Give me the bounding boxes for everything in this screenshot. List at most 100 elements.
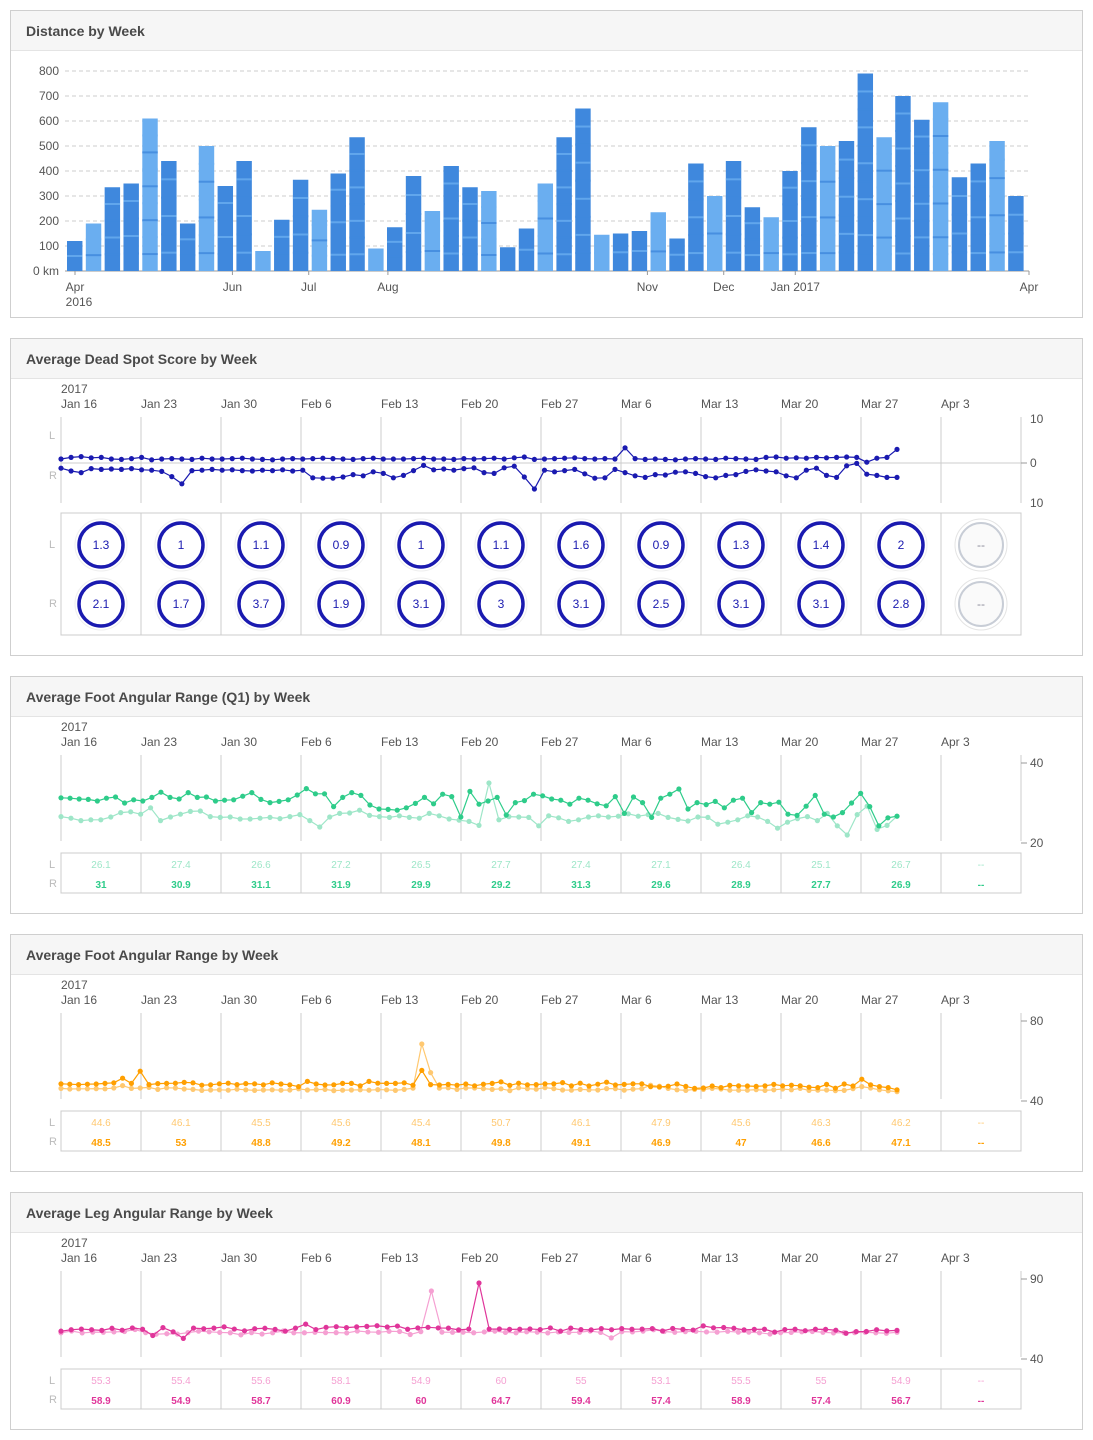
series-left-point [859,1084,865,1090]
series-left-point [317,824,323,830]
series-left-point [278,1087,284,1093]
series-right-point [558,797,564,803]
deadspot-right-point [733,472,739,478]
series-right-point [629,1326,635,1332]
series-left-point [524,1086,531,1092]
series-left-point [396,813,402,819]
deadspot-right-point [410,468,417,474]
deadspot-left-point [400,456,407,462]
weekly-left-value: 27.4 [171,860,191,871]
series-right-point [823,1326,829,1332]
deadspot-right-point [884,474,890,480]
dial-value: 1.3 [93,538,110,552]
series-left-point [333,1330,339,1336]
distance-bar [368,248,384,271]
series-right-point [700,1323,706,1329]
series-left-point [814,818,820,824]
deadspot-panel-title: Average Dead Spot Score by Week [26,351,258,367]
series-right-point [94,798,100,804]
series-left-point [516,1085,522,1091]
deadspot-left-point [763,454,769,460]
weekly-right-value: 46.6 [811,1138,831,1149]
week-label: Feb 13 [381,735,419,749]
deadspot-left-point [68,454,74,460]
series-left-point [392,1087,398,1093]
series-right-point [485,798,491,804]
series-left-point [177,811,184,817]
deadspot-left-point [390,456,396,462]
series-right-point [405,1326,411,1332]
deadspot-right-point [320,475,326,481]
dial-ring [958,522,1004,568]
side-label-left: L [49,430,55,442]
series-right-point [348,1080,354,1086]
series-right-point [867,804,873,810]
series-right-point [321,791,328,797]
series-right-point [812,1326,819,1332]
series-right-point [659,1328,666,1334]
deadspot-right-point [68,468,74,474]
dial-outer-ring [234,518,288,572]
series-left-point [418,1329,424,1335]
series-left-point [357,1087,363,1093]
series-right-point [392,1080,398,1086]
weekly-left-value: -- [978,860,985,871]
series-right-point [815,1085,821,1091]
series-right-point [658,795,664,801]
weekly-right-value: 57.4 [651,1396,671,1407]
series-left-point [157,818,164,824]
deadspot-right-point [864,471,870,477]
distance-bar [255,251,271,271]
series-left-point [225,1087,231,1093]
deadspot-right-point [310,475,316,481]
series-right-point [376,806,382,812]
series-right-point [547,1325,553,1331]
week-label: Feb 20 [461,993,499,1007]
deadspot-left-point [773,454,779,460]
series-left-point [217,814,223,820]
weekly-left-value: 45.5 [251,1118,271,1129]
series-left-point [128,1085,134,1091]
deadspot-left-point [370,455,376,461]
deadspot-right-point [823,472,830,478]
y-tick-label: 40 [1030,1094,1044,1108]
dial-outer-ring [234,577,288,631]
week-label: Mar 20 [781,1251,819,1265]
series-left-point [463,1085,469,1091]
deadspot-right-point [894,474,900,480]
series-left-point [167,814,174,820]
series-right-point [349,790,355,796]
weekly-right-value: 48.1 [411,1138,431,1149]
deadspot-right-point [541,467,548,473]
week-label: Jan 30 [221,1251,257,1265]
series-left-point [516,814,522,820]
series-right-point [252,1326,258,1332]
series-left-point [322,1330,329,1336]
x-tick-label: Dec [713,280,734,294]
week-label: Feb 13 [381,993,419,1007]
weekly-left-value: 60 [495,1376,507,1387]
series-left-point [551,1086,557,1092]
series-right-point [598,1326,604,1332]
deadspot-left-point [431,456,437,462]
series-left-point [774,825,781,831]
series-right-point [588,1327,594,1333]
series-right-point [354,1324,360,1330]
series-left-point [844,832,850,838]
series-left-point [536,823,542,829]
week-label: Apr 3 [941,397,970,411]
distance-bar [537,183,554,271]
series-left-point [604,1086,610,1092]
weekly-left-value: 45.4 [411,1118,431,1129]
dial-value: 3.1 [413,597,430,611]
distance-bar [481,191,497,271]
deadspot-left-point [582,456,588,462]
deadspot-right-point [78,470,84,476]
deadspot-left-point [128,456,135,462]
series-right-point [649,814,655,820]
series-left-point [727,1087,733,1093]
series-right-point [425,1324,431,1330]
series-right-point [885,1085,891,1091]
series-right-point [621,810,627,816]
series-right-point [449,794,455,800]
